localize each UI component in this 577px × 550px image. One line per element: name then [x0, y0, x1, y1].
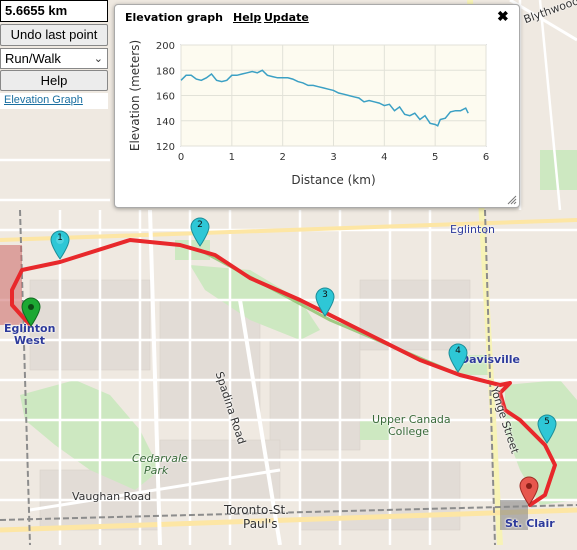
cedarvale-label-line2: Park [144, 464, 169, 477]
y-axis-label: Elevation (meters) [128, 40, 142, 151]
y-tick-label: 160 [156, 92, 175, 103]
cedarvale-label-line1: Cedarvale [132, 452, 188, 465]
y-tick-label: 120 [156, 142, 175, 153]
chevron-down-icon: ⌄ [93, 53, 103, 65]
eglinton-west-label-line2: West [14, 334, 46, 347]
x-tick-label: 5 [432, 152, 438, 163]
davisville-station-label: Davisville [460, 353, 520, 366]
y-tick-label: 180 [156, 66, 175, 77]
elevation-chart: 0 1 2 3 4 5 6 120 140 160 180 200 Distance (km) Eleva… [128, 40, 489, 187]
x-tick-label: 0 [178, 152, 184, 163]
waypoint-number: 1 [57, 233, 63, 243]
waypoint-marker-3[interactable]: 3 [315, 287, 335, 317]
x-tick-label: 3 [330, 152, 336, 163]
eglinton-station-label: Eglinton [450, 223, 496, 236]
toronto-st-pauls-label-line2: Paul's [243, 517, 278, 531]
waypoint-number: 4 [455, 346, 461, 356]
route-line[interactable] [10, 238, 557, 507]
waypoint-marker-2[interactable]: 2 [190, 217, 210, 247]
elevation-help-link[interactable]: Help [233, 11, 262, 24]
x-axis-label: Distance (km) [291, 173, 375, 187]
y-tick-label: 140 [156, 117, 175, 128]
help-button[interactable]: Help [0, 70, 108, 91]
undo-last-point-button[interactable]: Undo last point [0, 24, 108, 46]
x-tick-label: 6 [483, 152, 489, 163]
toronto-st-pauls-label-line1: Toronto-St. [224, 503, 289, 517]
st-clair-station-label: St. Clair [505, 517, 555, 530]
resize-grip-icon[interactable] [507, 195, 517, 205]
y-tick-label: 200 [156, 41, 175, 52]
end-marker[interactable] [519, 476, 539, 506]
upper-canada-label-line1: Upper Canada [372, 413, 451, 426]
start-marker[interactable] [21, 297, 41, 327]
elevation-update-link[interactable]: Update [264, 11, 309, 24]
waypoint-marker-1[interactable]: 1 [50, 230, 70, 260]
elevation-graph-link[interactable]: Elevation Graph [0, 93, 108, 109]
waypoint-marker-4[interactable]: 4 [448, 343, 468, 373]
upper-canada-label-line2: College [388, 425, 430, 438]
x-tick-label: 4 [381, 152, 387, 163]
eglinton-west-label-line1: Eglinton [4, 322, 56, 335]
waypoint-number: 5 [544, 417, 550, 427]
waypoint-number: 2 [197, 220, 203, 230]
elevation-line [180, 69, 469, 127]
x-tick-label: 1 [229, 152, 235, 163]
activity-mode-value: Run/Walk [5, 51, 61, 66]
x-tick-label: 2 [279, 152, 285, 163]
elevation-graph-window: Elevation graph Help Update ✖ 0 1 2 3 4 5 6 120… [114, 4, 520, 208]
activity-mode-select[interactable]: Run/Walk ⌄ [0, 48, 108, 69]
waypoint-marker-5[interactable]: 5 [537, 414, 557, 444]
waypoint-number: 3 [322, 290, 328, 300]
elevation-window-title: Elevation graph [125, 11, 224, 24]
close-icon[interactable]: ✖ [497, 8, 509, 24]
distance-readout: 5.6655 km [0, 0, 108, 22]
vaughan-road-label: Vaughan Road [72, 490, 152, 503]
